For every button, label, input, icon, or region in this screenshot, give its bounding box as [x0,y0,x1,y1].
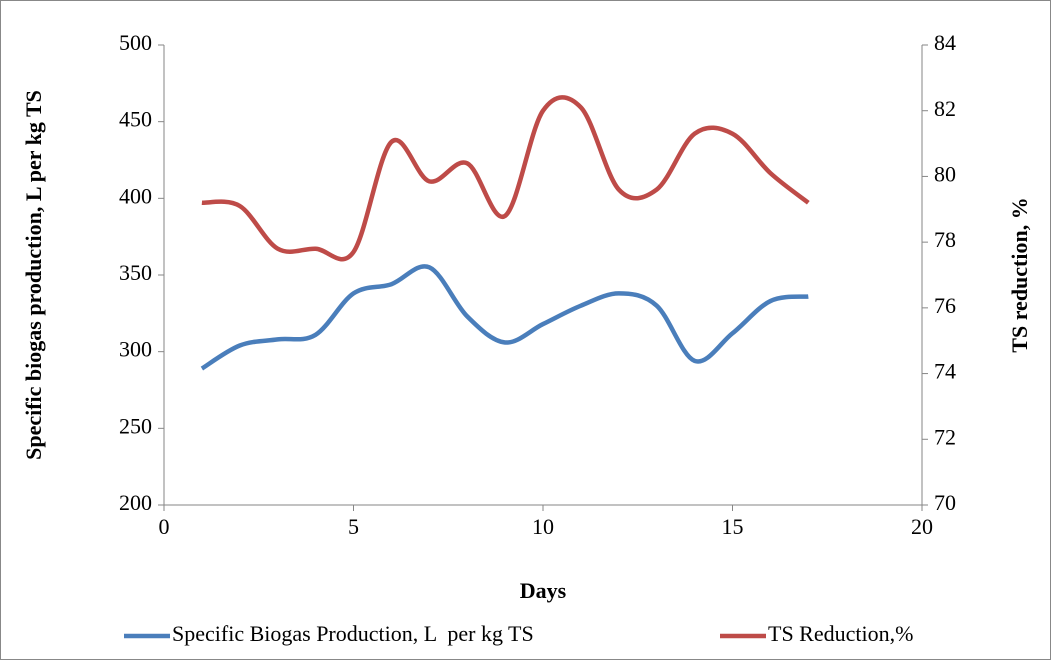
y-axis-title: Specific biogas production, L per kg TS [21,90,46,460]
legend-label: Specific Biogas Production, L per kg TS [172,621,534,646]
y-tick-label: 400 [119,183,152,208]
x-axis-title: Days [520,578,567,603]
y-tick-label: 350 [119,260,152,285]
series-line [201,95,810,262]
y-tick-label: 300 [119,337,152,362]
y2-tick-label: 84 [934,30,956,55]
y2-axis-title: TS reduction, % [1007,197,1032,352]
y-tick-label: 250 [119,413,152,438]
y-tick-label: 500 [119,30,152,55]
y-tick-label: 450 [119,107,152,132]
x-tick-label: 10 [532,514,554,539]
x-tick-label: 5 [348,514,359,539]
series-line [200,264,809,371]
y2-tick-label: 74 [934,359,956,384]
y-tick-label: 200 [119,490,152,515]
x-tick-label: 20 [911,514,933,539]
y2-tick-label: 78 [934,227,956,252]
y2-tick-label: 82 [934,96,956,121]
x-tick-label: 15 [722,514,744,539]
legend-label: TS Reduction,% [768,621,913,646]
y2-tick-label: 70 [934,490,956,515]
y2-tick-label: 76 [934,293,956,318]
y2-tick-label: 80 [934,161,956,186]
x-tick-label: 0 [159,514,170,539]
y2-tick-label: 72 [934,424,956,449]
